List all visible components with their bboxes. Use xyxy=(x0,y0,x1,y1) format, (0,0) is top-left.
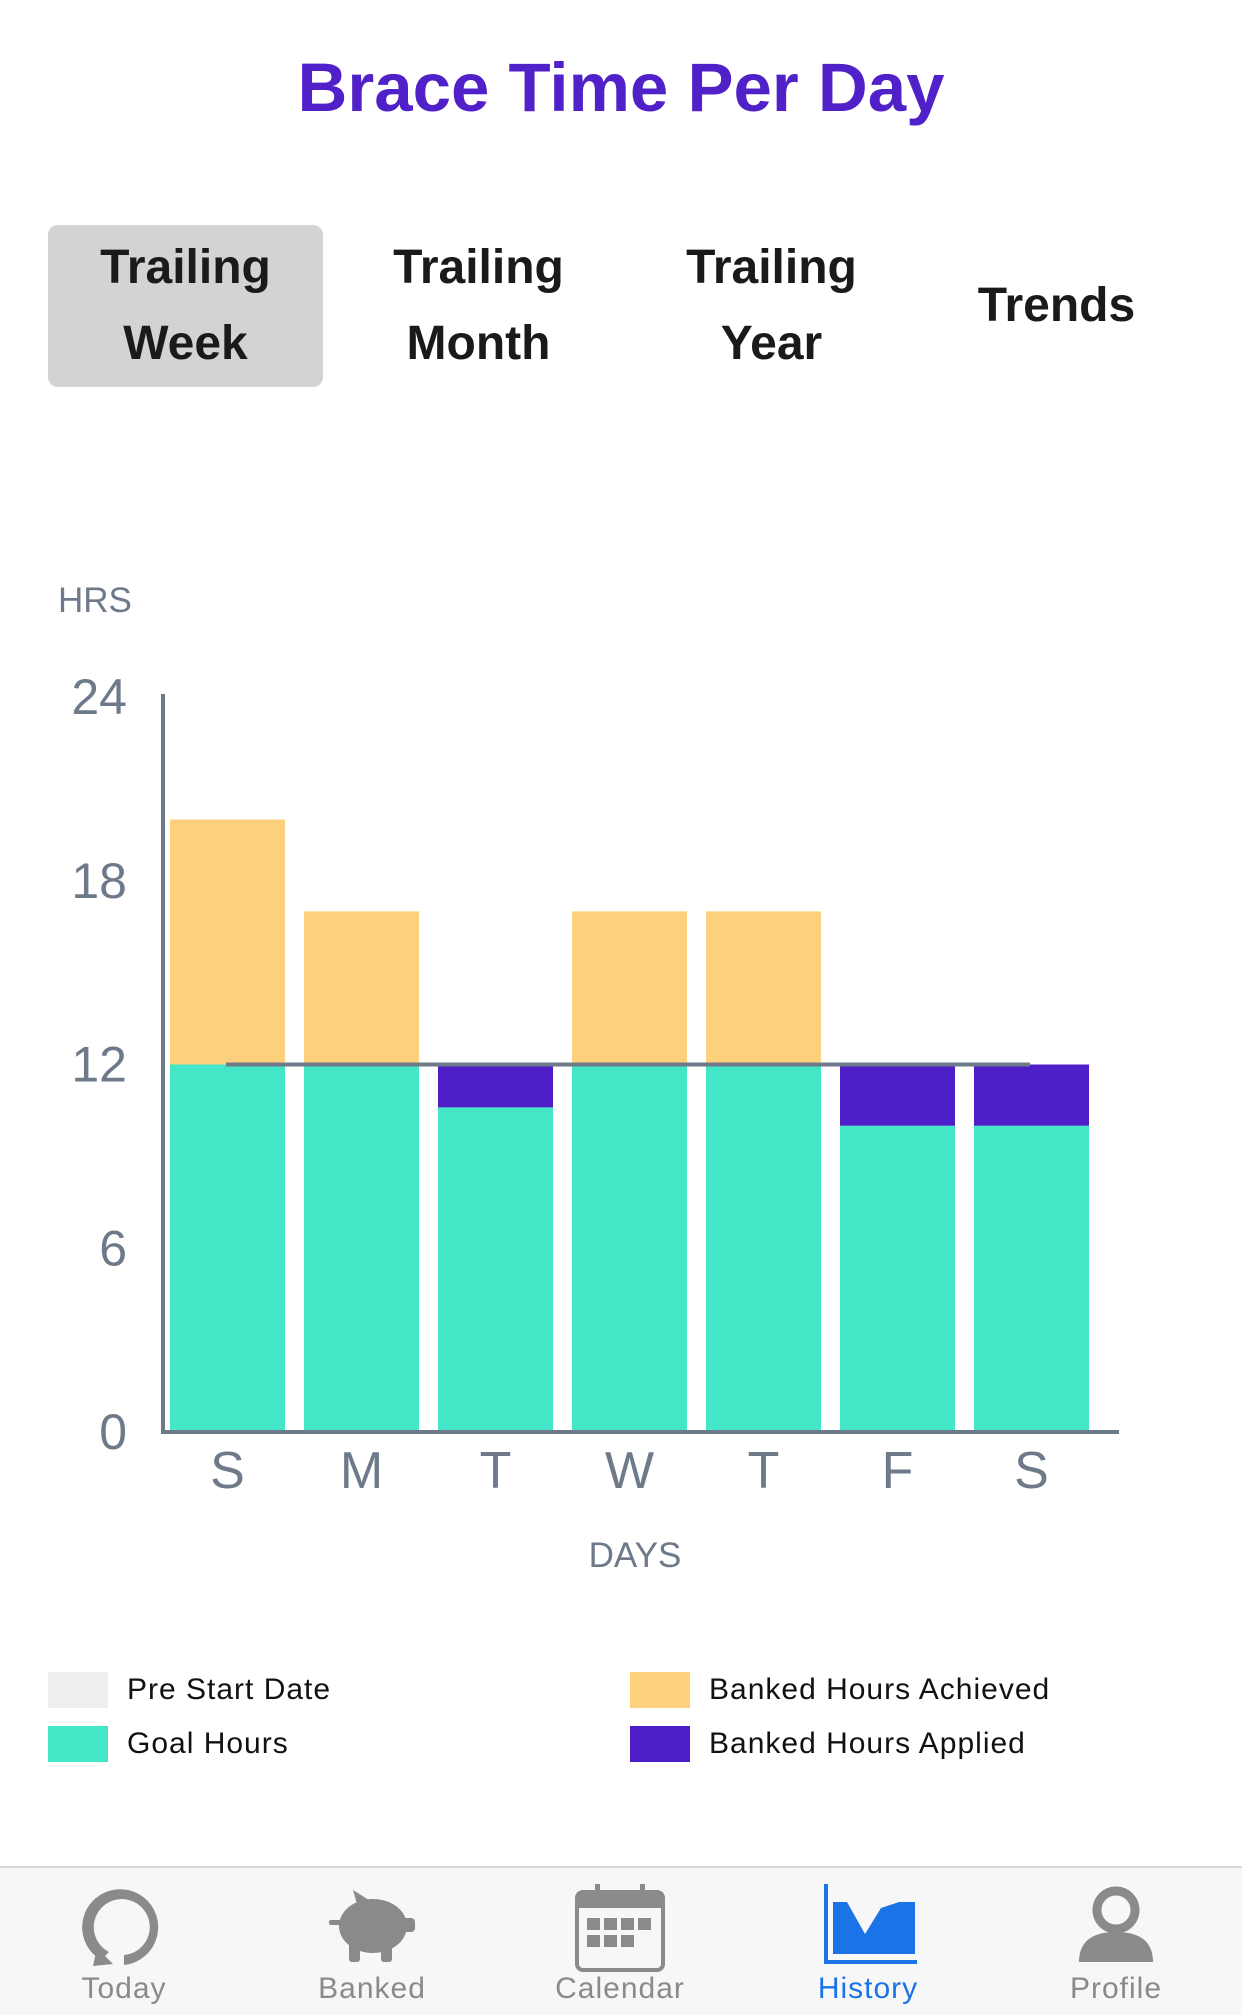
piggy-bank-icon xyxy=(329,1890,415,1962)
legend-swatch xyxy=(630,1672,690,1708)
tabbar-label: Profile xyxy=(1069,1972,1163,2005)
y-tick-label: 0 xyxy=(99,1404,127,1460)
tabbar-item-today[interactable]: Today xyxy=(0,1868,248,2015)
bar-segment xyxy=(304,911,419,1065)
legend-label: Goal Hours xyxy=(127,1727,289,1760)
history-chart-icon xyxy=(824,1884,917,1964)
tab-trailing-month[interactable]: Trailing Month xyxy=(393,241,564,370)
legend-label: Banked Hours Achieved xyxy=(709,1673,1051,1706)
x-tick-label: W xyxy=(605,1442,654,1500)
today-icon xyxy=(82,1889,159,1966)
bar-segment xyxy=(840,1125,955,1432)
x-tick-label: T xyxy=(480,1442,512,1500)
x-tick-label: F xyxy=(882,1442,914,1500)
legend-item-banked-hours-achieved: Banked Hours Achieved xyxy=(630,1672,1050,1708)
tabbar-label: History xyxy=(817,1972,919,2005)
tabbar-label: Calendar xyxy=(555,1972,685,2005)
profile-icon xyxy=(1079,1886,1153,1962)
bar-segment xyxy=(438,1064,553,1108)
x-tick-label: S xyxy=(1014,1442,1049,1500)
legend-swatch xyxy=(48,1672,108,1708)
bar-segment xyxy=(706,1064,821,1432)
period-tabs: Trailing Week Trailing Month Trailing Ye… xyxy=(48,225,1194,387)
tabbar-item-profile[interactable]: Profile xyxy=(992,1868,1240,2015)
y-axis-label: HRS xyxy=(58,581,132,620)
page-title: Brace Time Per Day xyxy=(297,49,945,126)
bar-segment xyxy=(706,911,821,1065)
legend-item-pre-start-date: Pre Start Date xyxy=(48,1672,331,1708)
legend-label: Banked Hours Applied xyxy=(709,1727,1026,1760)
calendar-icon xyxy=(575,1884,665,1972)
bar-segment xyxy=(840,1064,955,1126)
bar-segment xyxy=(170,819,285,1065)
bar-chart-svg: HRS S M T W T F S 0 6 12 18 24 DAYS xyxy=(58,581,1119,1575)
bar-segment xyxy=(572,911,687,1065)
legend-item-goal-hours: Goal Hours xyxy=(48,1726,289,1762)
legend-label: Pre Start Date xyxy=(127,1673,332,1706)
x-tick-label: M xyxy=(340,1442,383,1500)
tab-trailing-week[interactable]: Trailing Week xyxy=(48,225,323,387)
legend-item-banked-hours-applied: Banked Hours Applied xyxy=(630,1726,1026,1762)
bar-segment xyxy=(170,1064,285,1432)
tab-trends[interactable]: Trends xyxy=(977,279,1136,332)
tabbar-label: Today xyxy=(81,1972,167,2005)
bar-segment xyxy=(438,1107,553,1432)
y-tick-label: 18 xyxy=(71,853,127,909)
tab-trailing-year[interactable]: Trailing Year xyxy=(686,241,857,370)
x-tick-label: S xyxy=(210,1442,245,1500)
chart-legend: Pre Start Date Banked Hours Achieved Goa… xyxy=(0,1672,1242,1782)
y-tick-label: 24 xyxy=(71,669,127,725)
x-tick-label: T xyxy=(748,1442,780,1500)
legend-swatch xyxy=(48,1726,108,1762)
y-tick-label: 12 xyxy=(71,1037,127,1093)
bar-segment xyxy=(572,1064,687,1432)
bottom-tab-bar: Today Banked Calendar xyxy=(0,1866,1242,2015)
x-axis-label: DAYS xyxy=(589,1536,682,1575)
tabbar-item-banked[interactable]: Banked xyxy=(248,1868,496,2015)
bar-segment xyxy=(974,1064,1089,1126)
bar-segment xyxy=(304,1064,419,1432)
tabbar-label: Banked xyxy=(318,1972,426,2005)
bar-segment xyxy=(974,1125,1089,1432)
legend-swatch xyxy=(630,1726,690,1762)
y-tick-label: 6 xyxy=(99,1220,127,1276)
tabbar-item-history[interactable]: History xyxy=(744,1868,992,2015)
bar-chart: HRS S M T W T F S 0 6 12 18 24 DAYS xyxy=(0,570,1242,1600)
tabbar-item-calendar[interactable]: Calendar xyxy=(496,1868,744,2015)
